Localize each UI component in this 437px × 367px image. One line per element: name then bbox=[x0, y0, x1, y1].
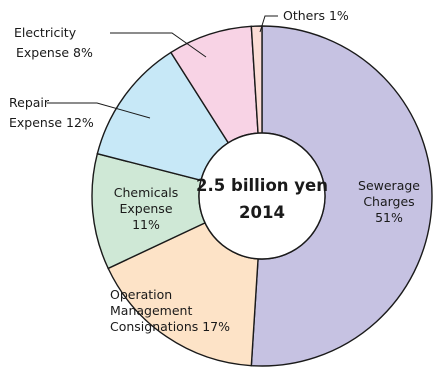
center-hole bbox=[198, 132, 326, 260]
slice-label-electricity-line1: Electricity bbox=[14, 25, 77, 40]
slice-label-chemicals-line1: Chemicals bbox=[114, 185, 179, 200]
slice-label-repair-line1: Repair bbox=[9, 95, 50, 110]
slice-label-chemicals-line2: Expense bbox=[119, 201, 172, 216]
slice-label-operation-line3: Consignations 17% bbox=[110, 319, 230, 334]
slice-label-sewerage-line2: Charges bbox=[363, 194, 414, 209]
slices-group bbox=[91, 25, 433, 367]
slice-label-operation-line2: Management bbox=[110, 303, 192, 318]
slice-label-others: Others 1% bbox=[283, 8, 349, 23]
slice-label-sewerage-line3: 51% bbox=[375, 210, 403, 225]
center-label-amount: 2.5 billion yen bbox=[196, 176, 328, 195]
leader-line-electricity bbox=[110, 32, 207, 58]
slice-label-repair-line2: Expense 12% bbox=[9, 115, 94, 130]
leader-line-repair bbox=[47, 102, 151, 119]
slice-label-chemicals-line3: 11% bbox=[132, 217, 160, 232]
slice-label-sewerage-line1: Sewerage bbox=[358, 178, 420, 193]
slice-label-electricity-line2: Expense 8% bbox=[16, 45, 93, 60]
leader-line-others bbox=[259, 15, 278, 33]
slice-label-operation-line1: Operation bbox=[110, 287, 172, 302]
center-label-year: 2014 bbox=[239, 203, 285, 222]
